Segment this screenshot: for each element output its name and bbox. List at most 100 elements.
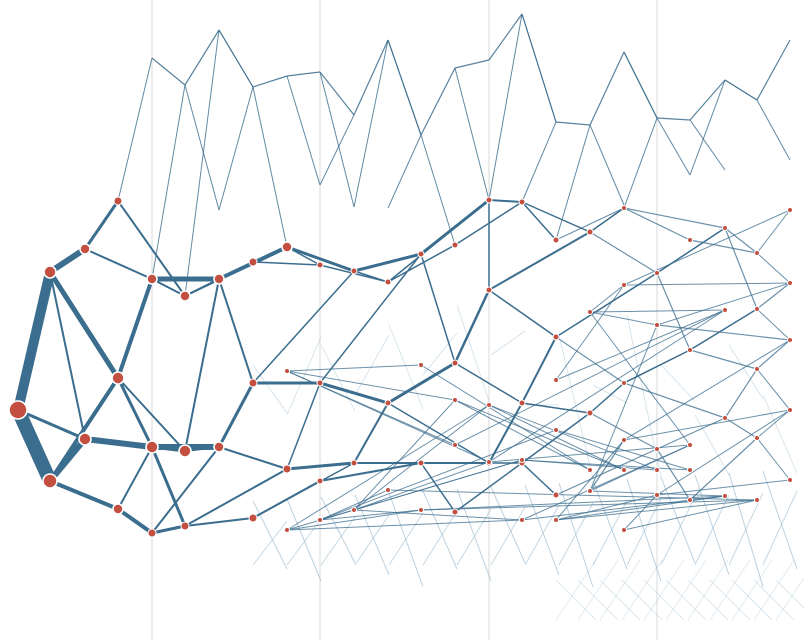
edge-l3-m3 — [623, 349, 691, 384]
edge-g2-h2 — [352, 252, 423, 273]
mesh-edge — [665, 579, 707, 621]
node-n4 — [754, 435, 760, 441]
mesh-edge — [218, 86, 254, 211]
node-o3 — [787, 337, 793, 343]
edge-n1-o2 — [756, 252, 791, 284]
edge-f5-g4 — [252, 462, 355, 519]
edge-m1-n1 — [689, 239, 758, 254]
top-edge — [454, 59, 490, 69]
edge-j2-k2 — [488, 231, 591, 291]
top-edge — [151, 57, 186, 86]
edge-j2-k3 — [488, 289, 557, 338]
mesh-edge — [623, 117, 658, 209]
edge-j1-k2 — [521, 201, 591, 233]
node-k1 — [552, 236, 560, 244]
edge-p1-q1 — [555, 284, 625, 381]
mesh-edge — [762, 394, 798, 474]
node-j1 — [518, 198, 526, 206]
node-r4 — [754, 497, 760, 503]
mesh-edge — [354, 494, 390, 576]
background-edge-web — [117, 13, 804, 621]
edge-e3-f3 — [217, 381, 255, 449]
mesh-edge — [456, 304, 492, 408]
edge-k5-l4 — [555, 448, 658, 496]
edge-q2-r1 — [589, 309, 726, 313]
edge-k4-l3 — [589, 382, 625, 414]
mesh-edge — [456, 488, 492, 582]
top-edge — [555, 121, 591, 126]
node-s4 — [418, 507, 424, 513]
edge-g3-h3 — [318, 381, 390, 405]
node-l4 — [654, 446, 660, 452]
node-u5 — [553, 427, 559, 433]
node-k5 — [552, 491, 560, 499]
edge-r1-s1 — [454, 309, 726, 446]
node-c1 — [79, 243, 91, 255]
top-edge — [184, 29, 220, 86]
mesh-edge — [252, 500, 288, 570]
mesh-edge — [558, 502, 594, 566]
mesh-edge — [320, 516, 356, 566]
edge-c2-d4 — [116, 376, 154, 449]
mesh-edge — [689, 79, 726, 176]
edge-o5-p4 — [656, 479, 791, 496]
mesh-edge — [320, 344, 356, 412]
node-s2 — [486, 459, 492, 465]
edge-l3-m4 — [623, 382, 726, 419]
mesh-edge — [521, 121, 557, 203]
edge-o1-p1 — [623, 209, 791, 286]
edge-o4-p3 — [623, 409, 791, 441]
node-o5 — [787, 477, 793, 483]
mesh-edge — [252, 520, 288, 566]
mesh-edge — [456, 508, 492, 566]
mesh-edge — [728, 344, 764, 400]
edge-u3-v2 — [488, 404, 625, 471]
mesh-edge — [354, 514, 390, 566]
edge-r1-s2 — [488, 309, 726, 463]
mesh-edge — [599, 579, 641, 621]
mesh-edge — [422, 490, 458, 570]
edge-q4-r4 — [555, 499, 758, 521]
mesh-edge — [524, 504, 560, 566]
top-edge — [286, 71, 321, 77]
node-d2 — [146, 273, 158, 285]
edge-u1-v1 — [420, 364, 591, 471]
node-t1 — [284, 368, 290, 374]
mesh-edge — [660, 364, 696, 402]
node-c3 — [78, 432, 92, 446]
mesh-edge — [490, 330, 526, 356]
node-g3 — [316, 379, 324, 387]
edge-u2-v2 — [454, 399, 625, 471]
mesh-edge — [660, 496, 696, 566]
node-i3 — [451, 359, 459, 367]
edge-j3-k4 — [521, 402, 591, 414]
node-h3 — [384, 399, 392, 407]
node-g2 — [350, 267, 358, 275]
top-edge — [756, 39, 791, 101]
mesh-edge — [320, 496, 356, 564]
edge-t2-u3 — [353, 404, 490, 511]
edge-u3-v3 — [488, 404, 658, 471]
edge-u4-v4 — [521, 459, 691, 471]
edge-b1-c1 — [47, 246, 88, 275]
mesh-edge — [388, 512, 424, 566]
node-b2 — [42, 473, 58, 489]
mesh-edge — [524, 484, 560, 576]
edge-t1-u1 — [286, 364, 422, 372]
top-edge — [420, 67, 456, 136]
mesh-edge — [731, 559, 773, 621]
edge-o3-p2 — [656, 324, 791, 341]
node-q2 — [587, 309, 593, 315]
mesh-edge — [694, 474, 730, 576]
edge-s4-t4 — [319, 509, 422, 521]
node-l2 — [654, 270, 660, 276]
mesh-edge — [319, 71, 355, 208]
node-u1 — [418, 362, 424, 368]
node-p3 — [621, 437, 627, 443]
edge-p1-q2 — [589, 284, 625, 313]
node-f1 — [248, 257, 258, 267]
edge-o2-p1 — [623, 282, 791, 286]
edge-s4-t3 — [286, 509, 422, 531]
edge-r3-s4 — [420, 495, 726, 511]
